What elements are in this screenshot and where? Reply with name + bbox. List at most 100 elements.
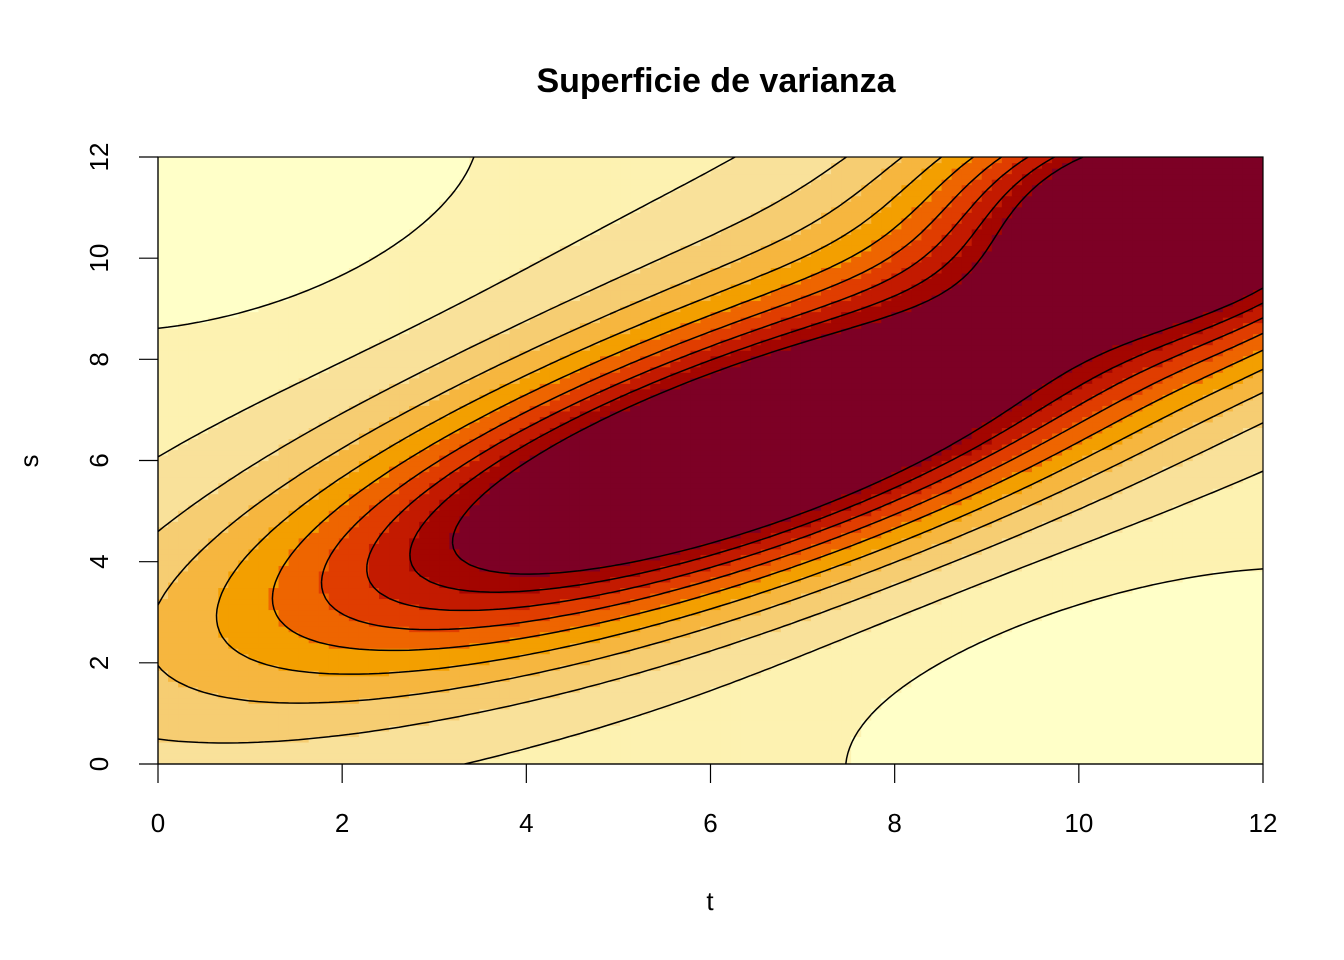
heatmap-cell (650, 714, 661, 721)
heatmap-cell (519, 741, 531, 749)
heatmap-cell (228, 659, 239, 666)
heatmap-cell (268, 565, 280, 572)
heatmap-cell (529, 543, 541, 550)
heatmap-cell (640, 664, 651, 671)
heatmap-cell (499, 708, 511, 715)
heatmap-cell (1222, 581, 1234, 589)
heatmap-cell (1011, 626, 1023, 633)
heatmap-cell (489, 637, 501, 644)
heatmap-cell (1042, 648, 1053, 655)
heatmap-cell (1242, 526, 1254, 533)
heatmap-cell (539, 537, 551, 544)
heatmap-cell (579, 603, 591, 611)
heatmap-cell (168, 570, 179, 577)
heatmap-cell (1031, 703, 1043, 710)
heatmap-cell (1102, 670, 1113, 677)
heatmap-cell (941, 675, 953, 682)
heatmap-cell (519, 675, 531, 682)
heatmap-cell (1082, 653, 1093, 660)
heatmap-cell (941, 592, 953, 600)
heatmap-cell (981, 653, 993, 660)
heatmap-cell (730, 653, 742, 660)
heatmap-cell (198, 714, 209, 721)
heatmap-cell (951, 653, 963, 660)
heatmap-cell (961, 736, 973, 743)
heatmap-cell (248, 581, 260, 589)
heatmap-cell (790, 620, 802, 627)
heatmap-cell (1242, 587, 1254, 594)
heatmap-cell (1122, 548, 1134, 555)
heatmap-cell (810, 537, 822, 544)
heatmap-cell (800, 648, 812, 655)
heatmap-cell (559, 521, 571, 528)
heatmap-cell (539, 592, 551, 600)
heatmap-cell (1062, 730, 1073, 738)
heatmap-cell (459, 675, 471, 682)
heatmap-cell (600, 703, 611, 710)
heatmap-cell (519, 642, 531, 649)
heatmap-cell (1072, 714, 1083, 721)
heatmap-cell (569, 615, 581, 622)
heatmap-cell (610, 697, 621, 704)
heatmap-cell (529, 758, 541, 764)
heatmap-cell (429, 559, 440, 566)
heatmap-cell (589, 515, 601, 522)
heatmap-cell (308, 592, 320, 600)
heatmap-cell (248, 642, 260, 649)
heatmap-cell (1092, 708, 1103, 715)
heatmap-cell (861, 741, 872, 749)
heatmap-cell (1132, 543, 1144, 550)
heatmap-cell (218, 598, 229, 605)
heatmap-cell (288, 515, 300, 522)
heatmap-cell (208, 554, 219, 561)
heatmap-cell (399, 659, 410, 666)
heatmap-cell (911, 692, 923, 699)
heatmap-cell (1152, 559, 1164, 566)
heatmap-cell (650, 576, 661, 583)
heatmap-cell (248, 554, 260, 561)
heatmap-cell (1132, 559, 1144, 566)
heatmap-cell (841, 681, 852, 688)
heatmap-cell (338, 587, 350, 594)
heatmap-cell (710, 559, 722, 566)
heatmap-cell (168, 565, 179, 572)
heatmap-cell (720, 603, 732, 611)
heatmap-cell (208, 741, 219, 749)
heatmap-cell (1112, 708, 1123, 715)
heatmap-cell (760, 626, 772, 633)
heatmap-cell (941, 730, 953, 738)
heatmap-cell (891, 548, 902, 555)
heatmap-cell (238, 559, 250, 566)
heatmap-cell (921, 576, 933, 583)
heatmap-cell (941, 637, 953, 644)
heatmap-cell (1222, 626, 1234, 633)
heatmap-cell (931, 532, 943, 539)
heatmap-cell (569, 592, 581, 600)
heatmap-cell (700, 521, 712, 528)
heatmap-cell (1192, 686, 1204, 693)
heatmap-cell (780, 554, 792, 561)
heatmap-cell (1172, 681, 1184, 688)
heatmap-cell (208, 510, 219, 517)
heatmap-cell (1072, 697, 1083, 704)
heatmap-cell (1092, 548, 1103, 555)
heatmap-cell (931, 741, 943, 749)
heatmap-cell (399, 697, 410, 704)
heatmap-cell (871, 730, 882, 738)
heatmap-cell (851, 581, 862, 589)
heatmap-cell (670, 692, 681, 699)
heatmap-cell (519, 730, 531, 738)
heatmap-cell (579, 741, 591, 749)
heatmap-cell (479, 615, 491, 622)
heatmap-cell (1082, 626, 1093, 633)
heatmap-cell (831, 626, 842, 633)
heatmap-cell (1242, 565, 1254, 572)
heatmap-cell (610, 626, 621, 633)
heatmap-cell (891, 576, 902, 583)
heatmap-cell (208, 659, 219, 666)
heatmap-cell (328, 725, 340, 732)
heatmap-cell (198, 725, 209, 732)
heatmap-cell (1172, 615, 1184, 622)
heatmap-cell (218, 653, 229, 660)
heatmap-cell (218, 719, 229, 726)
